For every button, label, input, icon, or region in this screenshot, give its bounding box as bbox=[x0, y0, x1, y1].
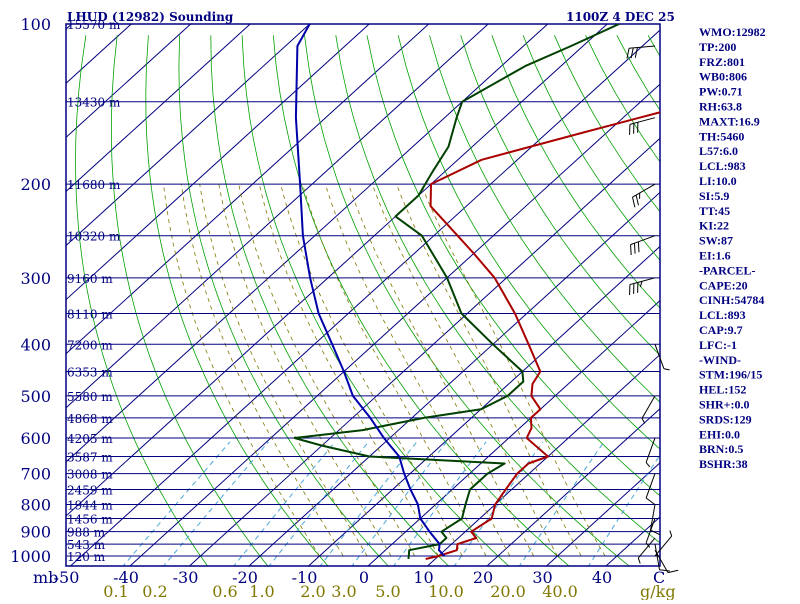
height-label: 3587 m bbox=[67, 450, 113, 464]
pressure-tick-label: 900 bbox=[20, 523, 51, 542]
height-label: 1456 m bbox=[67, 512, 113, 526]
stat-28: BRN:0.5 bbox=[699, 442, 743, 456]
pressure-tick-label: 300 bbox=[20, 269, 51, 288]
height-label: 5580 m bbox=[67, 390, 113, 404]
temperature-tick-label: 40 bbox=[592, 568, 612, 587]
pressure-tick-label: 500 bbox=[20, 387, 51, 406]
stat-20: CAP:9.7 bbox=[699, 323, 743, 337]
height-label: 11680 m bbox=[67, 178, 121, 192]
height-label: 6353 m bbox=[67, 366, 113, 380]
stat-5: RH:63.8 bbox=[699, 100, 742, 114]
stat-10: LI:10.0 bbox=[699, 174, 737, 188]
height-label: 1944 m bbox=[67, 498, 113, 512]
stat-15: EI:1.6 bbox=[699, 249, 731, 263]
height-label: 13430 m bbox=[67, 96, 121, 110]
stat-21: LFC:-1 bbox=[699, 338, 737, 352]
stat-14: SW:87 bbox=[699, 234, 733, 248]
pressure-tick-label: 200 bbox=[20, 175, 51, 194]
height-label: 9160 m bbox=[67, 272, 113, 286]
mixing-ratio-label: 3.0 bbox=[331, 582, 356, 600]
stat-4: PW:0.71 bbox=[699, 85, 743, 99]
stat-17: CAPE:20 bbox=[699, 278, 748, 292]
stat-3: WB0:806 bbox=[699, 70, 747, 84]
stat-8: L57:6.0 bbox=[699, 144, 738, 158]
temperature-tick-label: 0 bbox=[359, 568, 369, 587]
height-label: 10320 m bbox=[67, 230, 121, 244]
pressure-tick-label: 400 bbox=[20, 335, 51, 354]
mixing-ratio-label: 1.0 bbox=[249, 582, 274, 600]
stat-6: MAXT:16.9 bbox=[699, 114, 760, 128]
mixing-ratio-unit: g/kg bbox=[640, 582, 676, 600]
height-label: 3008 m bbox=[67, 468, 113, 482]
height-label: 4868 m bbox=[67, 412, 113, 426]
pressure-tick-label: 800 bbox=[20, 495, 51, 514]
pressure-tick-label: 1000 bbox=[10, 547, 51, 566]
height-label: 120 m bbox=[67, 550, 106, 564]
stat-1: TP:200 bbox=[699, 40, 736, 54]
stat-26: SRDS:129 bbox=[699, 412, 752, 426]
height-label: 4205 m bbox=[67, 432, 113, 446]
temperature-tick-label: -50 bbox=[54, 568, 80, 587]
mixing-ratio-label: 5.0 bbox=[375, 582, 400, 600]
height-label: 2459 m bbox=[67, 484, 113, 498]
height-label: 15570 m bbox=[67, 18, 121, 32]
mixing-ratio-label: 0.1 bbox=[103, 582, 128, 600]
stat-7: TH:5460 bbox=[699, 129, 744, 143]
mixing-ratio-label: 0.6 bbox=[212, 582, 237, 600]
stat-0: WMO:12982 bbox=[699, 25, 766, 39]
stat-22: -WIND- bbox=[699, 353, 741, 367]
pressure-tick-label: 600 bbox=[20, 429, 51, 448]
mixing-ratio-label: 20.0 bbox=[490, 582, 526, 600]
stat-25: SHR+:0.0 bbox=[699, 398, 750, 412]
stat-11: SI:5.9 bbox=[699, 189, 729, 203]
stat-29: BSHR:38 bbox=[699, 457, 748, 471]
stat-27: EHI:0.0 bbox=[699, 427, 740, 441]
mixing-ratio-label: 10.0 bbox=[428, 582, 464, 600]
mixing-ratio-label: 2.0 bbox=[300, 582, 325, 600]
stat-13: KI:22 bbox=[699, 219, 729, 233]
mixing-ratio-label: 40.0 bbox=[542, 582, 578, 600]
stat-24: HEL:152 bbox=[699, 383, 746, 397]
height-label: 7200 m bbox=[67, 338, 113, 352]
stat-12: TT:45 bbox=[699, 204, 730, 218]
chart-time-label: 1100Z 4 DEC 25 bbox=[566, 10, 675, 24]
wind-barb-flag bbox=[631, 245, 632, 255]
height-label: 8110 m bbox=[67, 307, 113, 321]
pressure-tick-label: 700 bbox=[20, 465, 51, 484]
wind-barb-flag bbox=[634, 243, 635, 253]
mixing-ratio-label: 0.2 bbox=[142, 582, 167, 600]
stat-18: CINH:54784 bbox=[699, 293, 764, 307]
temperature-tick-label: -30 bbox=[173, 568, 199, 587]
pressure-tick-label: 100 bbox=[20, 15, 51, 34]
stat-23: STM:196/15 bbox=[699, 368, 762, 382]
stat-16: -PARCEL- bbox=[699, 263, 755, 277]
stat-19: LCL:893 bbox=[699, 308, 746, 322]
stat-2: FRZ:801 bbox=[699, 55, 745, 69]
wind-barb-flag bbox=[638, 242, 639, 252]
stat-9: LCL:983 bbox=[699, 159, 746, 173]
